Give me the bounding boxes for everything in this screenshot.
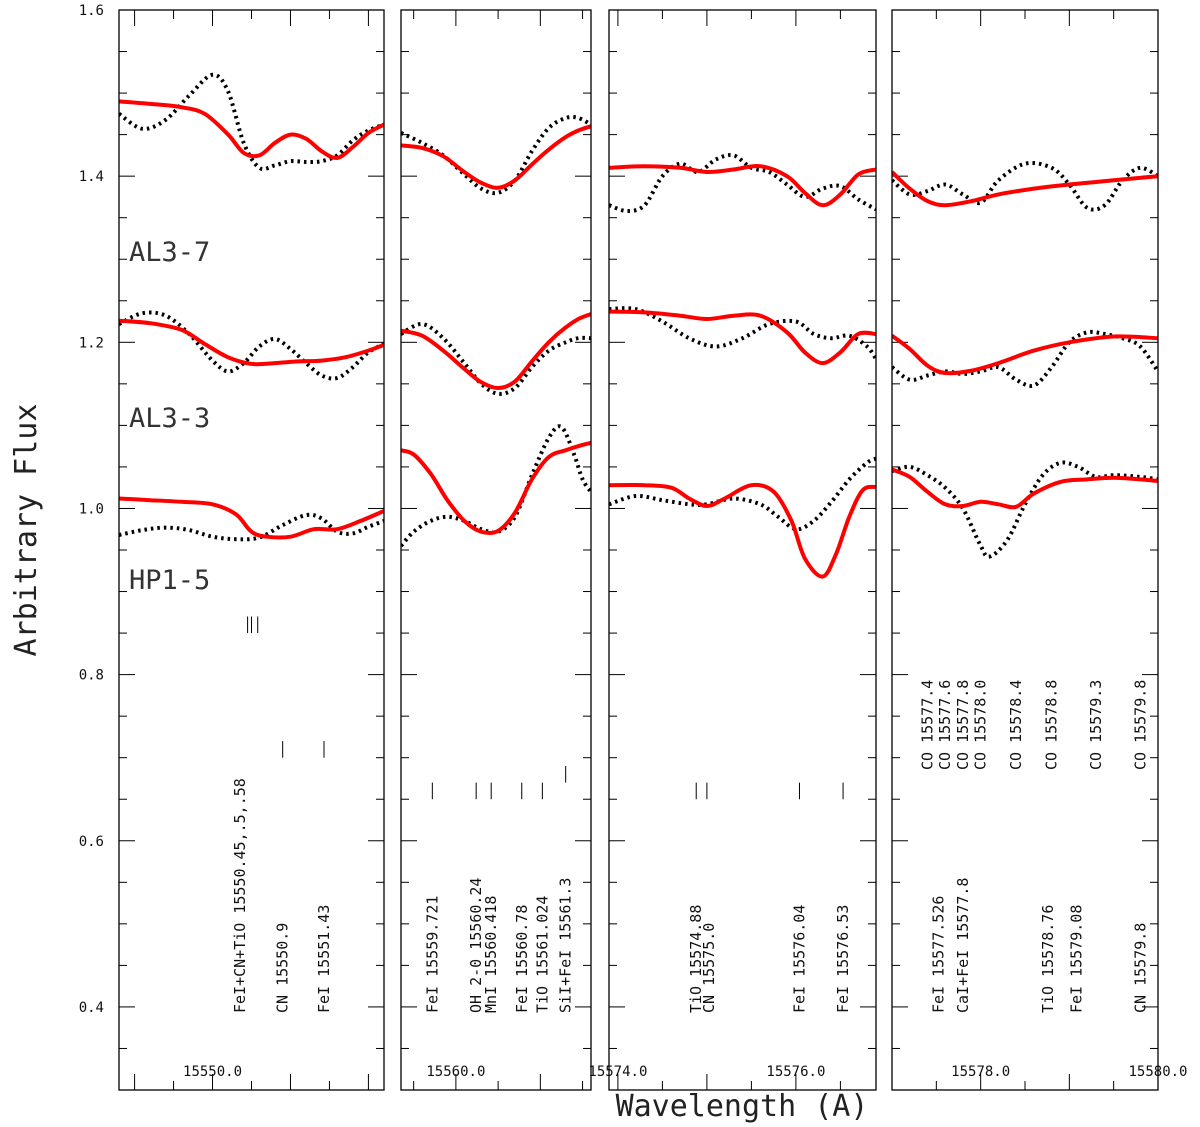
observed-spectrum-al3-7 bbox=[609, 153, 876, 214]
y-tick-label: 0.4 bbox=[79, 1000, 104, 1016]
star-label-al3-7: AL3-7 bbox=[129, 237, 210, 268]
spectral-line-label: CO 15578.4 bbox=[1007, 680, 1025, 770]
observed-spectrum-al3-7 bbox=[119, 72, 384, 172]
spectral-line-label: CaI+FeI 15577.8 bbox=[954, 878, 972, 1013]
y-axis-title: Arbitrary Flux bbox=[9, 404, 44, 657]
spectral-line-label: CO 15577.6 bbox=[936, 680, 954, 770]
synthetic-spectrum-al3-3 bbox=[119, 318, 384, 367]
spectral-line-label: CN 15550.9 bbox=[274, 923, 292, 1013]
x-tick-label: 15578.0 bbox=[951, 1064, 1010, 1080]
spectra-group bbox=[119, 72, 384, 542]
x-tick-label: 15574.0 bbox=[588, 1064, 647, 1080]
plot-area: 15550.0 FeI+CN+TiO 15550.45,.5,.58 CN 1555… bbox=[79, 3, 1188, 1091]
spectral-line-label: CO 15579.3 bbox=[1087, 680, 1105, 770]
spectral-line-label: FeI 15559.721 bbox=[423, 896, 441, 1013]
spectral-line-label: CO 15578.8 bbox=[1043, 680, 1061, 770]
star-label-al3-3: AL3-3 bbox=[129, 403, 210, 434]
synthetic-spectrum-hp1-5 bbox=[609, 482, 876, 579]
synthetic-spectrum-al3-3 bbox=[401, 312, 591, 390]
spectral-line-label: FeI 15576.53 bbox=[834, 905, 852, 1013]
y-tick-label: 1.0 bbox=[79, 501, 104, 517]
observed-spectrum-hp1-5 bbox=[401, 424, 591, 548]
synthetic-spectrum-hp1-5 bbox=[119, 496, 384, 540]
y-tick-label: 0.8 bbox=[79, 668, 104, 684]
synthetic-spectrum-al3-7 bbox=[119, 99, 384, 160]
spectral-line-label: CN 15575.0 bbox=[700, 923, 718, 1013]
spectral-line-label: MnI 15560.418 bbox=[482, 896, 500, 1013]
observed-spectrum-al3-7 bbox=[892, 160, 1158, 212]
synthetic-spectrum-al3-7 bbox=[892, 170, 1158, 208]
observed-spectrum-al3-3 bbox=[119, 310, 384, 381]
spectral-line-label: FeI 15577.526 bbox=[930, 896, 948, 1013]
synthetic-spectrum-al3-3 bbox=[892, 334, 1158, 376]
spectral-line-label: TiO 15574.88 bbox=[687, 905, 705, 1013]
spectral-line-label: CO 15577.8 bbox=[954, 680, 972, 770]
observed-spectrum-hp1-5 bbox=[609, 456, 876, 532]
panel-1: 15550.0 FeI+CN+TiO 15550.45,.5,.58 CN 1555… bbox=[118, 9, 385, 1091]
synthetic-spectrum-al3-7 bbox=[401, 124, 591, 190]
synthetic-spectrum-al3-7 bbox=[609, 163, 876, 208]
star-label-hp1-5: HP1-5 bbox=[129, 565, 210, 596]
spectral-line-label: FeI 15576.04 bbox=[790, 905, 808, 1013]
observed-spectrum-al3-3 bbox=[892, 329, 1158, 388]
spectral-line-label: FeI 15551.43 bbox=[315, 905, 333, 1013]
spectral-line-label: OH 2-0 15560.24 bbox=[467, 878, 485, 1013]
panel-4: 15578.0 15580.0CO 15577.4 CO 15577.6 CO 155… bbox=[891, 9, 1188, 1091]
spectral-line-label: SiI+FeI 15561.3 bbox=[557, 878, 575, 1013]
panel-frame bbox=[400, 9, 592, 1091]
observed-spectrum-al3-7 bbox=[401, 114, 591, 196]
y-tick-label: 1.6 bbox=[79, 3, 104, 19]
panel-frame bbox=[891, 9, 1159, 1091]
x-axis-title: Wavelength (A) bbox=[616, 1089, 869, 1124]
y-tick-label: 0.6 bbox=[79, 834, 104, 850]
synthetic-spectrum-al3-3 bbox=[609, 309, 876, 366]
x-tick-label: 15550.0 bbox=[183, 1064, 242, 1080]
panel-frame bbox=[608, 9, 877, 1091]
spectral-line-label: CO 15578.0 bbox=[972, 680, 990, 770]
spectral-line-label: FeI 15560.78 bbox=[513, 905, 531, 1013]
x-tick-label: 15576.0 bbox=[766, 1064, 825, 1080]
x-tick-label: 15560.0 bbox=[426, 1064, 485, 1080]
spectral-line-label: FeI+CN+TiO 15550.45,.5,.58 bbox=[231, 778, 249, 1013]
y-tick-label: 1.4 bbox=[79, 169, 104, 185]
synthetic-spectrum-hp1-5 bbox=[892, 467, 1158, 510]
y-tick-label: 1.2 bbox=[79, 335, 104, 351]
spectra-group bbox=[892, 160, 1158, 559]
spectra-group bbox=[401, 114, 591, 548]
spectral-line-label: FeI 15579.08 bbox=[1067, 905, 1085, 1013]
spectra-group bbox=[609, 153, 876, 579]
panel-frame bbox=[118, 9, 385, 1091]
spectral-line-label: CO 15579.8 bbox=[1131, 680, 1149, 770]
observed-spectrum-al3-3 bbox=[401, 322, 591, 396]
spectral-line-label: TiO 15578.76 bbox=[1039, 905, 1057, 1013]
spectral-line-label: TiO 15561.024 bbox=[533, 896, 551, 1013]
synthetic-spectrum-hp1-5 bbox=[401, 440, 591, 536]
spectral-line-label: CN 15579.8 bbox=[1131, 923, 1149, 1013]
spectral-line-label: CO 15577.4 bbox=[918, 680, 936, 770]
